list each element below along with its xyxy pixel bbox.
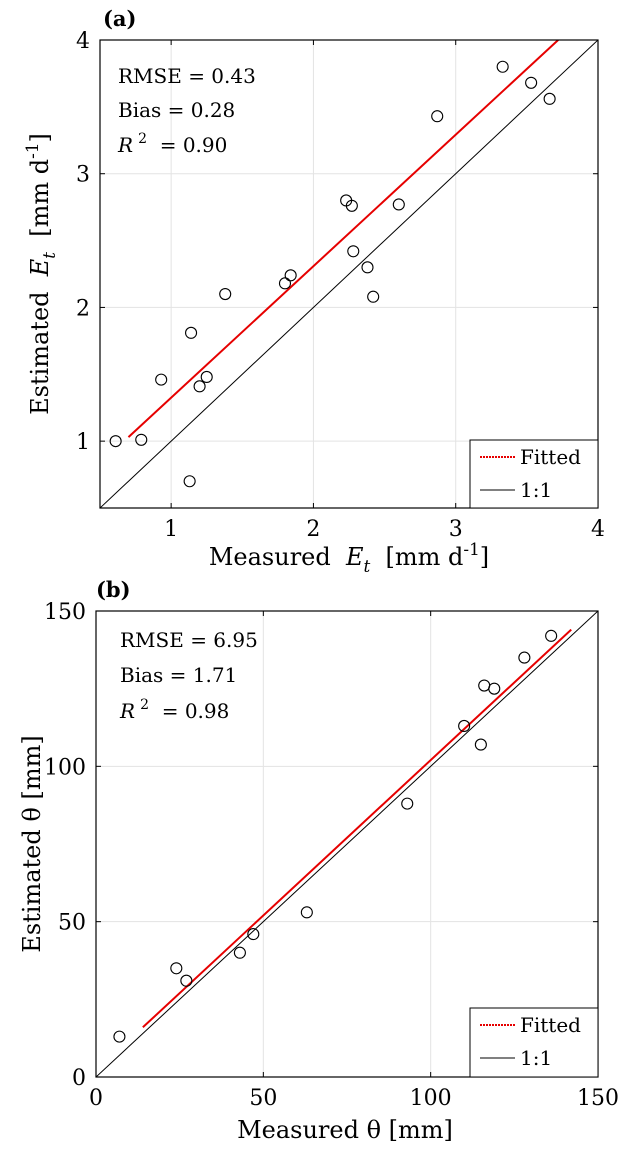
data-point xyxy=(247,928,260,941)
stats-text: Bias = 1.71 xyxy=(120,663,237,687)
y-tick-label: 100 xyxy=(44,755,86,780)
chart-panel-2: 0 50 100 150 0 50 100 150 (b) RMSE = 6.95 Bias = 1… xyxy=(18,577,619,1144)
y-tick-label: 4 xyxy=(76,29,90,54)
x-tick-label: 100 xyxy=(410,1086,452,1111)
y-axis-label: Estimated θ [mm] xyxy=(18,735,46,952)
x-tick-label: 50 xyxy=(249,1086,277,1111)
data-point xyxy=(392,198,405,211)
legend: Fitted 1:1 xyxy=(469,1007,599,1078)
data-point xyxy=(170,962,183,975)
stats-text: Bias = 0.28 xyxy=(118,98,235,122)
axes-box xyxy=(99,39,599,509)
data-point xyxy=(347,245,360,258)
data-point xyxy=(109,435,122,448)
stats-text: RMSE = 6.95 xyxy=(120,628,258,652)
data-point xyxy=(135,433,148,446)
axes-box xyxy=(95,610,599,1078)
legend-label: Fitted xyxy=(520,1013,581,1037)
fitted-line xyxy=(127,40,559,438)
legend-box xyxy=(469,439,599,509)
y-axis-label: Estimated Et [mm d-1] xyxy=(22,133,59,415)
x-tick-label: 4 xyxy=(591,517,605,542)
y-tick-label: 3 xyxy=(76,163,90,188)
x-tick-label: 0 xyxy=(89,1086,103,1111)
data-point xyxy=(155,373,168,386)
data-point xyxy=(367,290,380,303)
y-tick-label: 150 xyxy=(44,600,86,625)
data-point xyxy=(361,261,374,274)
x-tick-label: 150 xyxy=(577,1086,619,1111)
y-tick-label: 50 xyxy=(58,911,86,936)
y-tick-label: 0 xyxy=(72,1066,86,1091)
x-tick-label: 3 xyxy=(449,517,463,542)
data-point xyxy=(496,60,509,73)
legend-label: 1:1 xyxy=(520,1046,552,1070)
y-tick-label: 1 xyxy=(76,430,90,455)
data-point xyxy=(200,370,213,384)
x-axis-label: Measured θ [mm] xyxy=(237,1116,453,1144)
legend-box xyxy=(469,1007,599,1078)
x-axis-label: Measured Et [mm d-1] xyxy=(209,539,489,576)
data-point xyxy=(233,946,246,959)
data-point xyxy=(474,738,487,751)
data-point xyxy=(401,797,414,810)
data-point xyxy=(488,682,501,695)
data-point xyxy=(345,199,358,212)
data-point xyxy=(431,110,444,123)
panel-label: (a) xyxy=(103,6,136,31)
stats-text: RMSE = 0.43 xyxy=(118,64,256,88)
panel-label: (b) xyxy=(96,577,131,602)
data-point xyxy=(113,1030,126,1043)
data-point xyxy=(284,269,297,282)
data-point xyxy=(278,277,292,290)
data-point xyxy=(478,679,491,692)
data-point xyxy=(180,974,193,987)
data-point xyxy=(543,92,556,105)
data-point xyxy=(300,906,313,919)
data-point xyxy=(185,326,198,339)
data-point xyxy=(525,76,538,89)
y-tick-label: 2 xyxy=(76,296,90,321)
data-point xyxy=(183,475,196,488)
data-point xyxy=(545,629,558,642)
legend: Fitted 1:1 xyxy=(469,439,599,509)
data-point xyxy=(518,651,531,664)
one-to-one-line xyxy=(100,40,598,508)
chart-panel-1: 1 2 3 4 1 2 3 4 (a) RMSE = 0.43 Bias = 0.28 R 2 = 0.… xyxy=(22,6,605,576)
data-point xyxy=(193,380,206,393)
one-to-one-line xyxy=(96,611,598,1077)
fitted-line xyxy=(142,628,572,1029)
legend-label: 1:1 xyxy=(520,478,552,502)
legend-label: Fitted xyxy=(520,445,581,469)
data-point xyxy=(219,288,232,301)
x-tick-label: 1 xyxy=(164,517,178,542)
data-point xyxy=(458,719,471,732)
x-tick-label: 2 xyxy=(306,517,320,542)
